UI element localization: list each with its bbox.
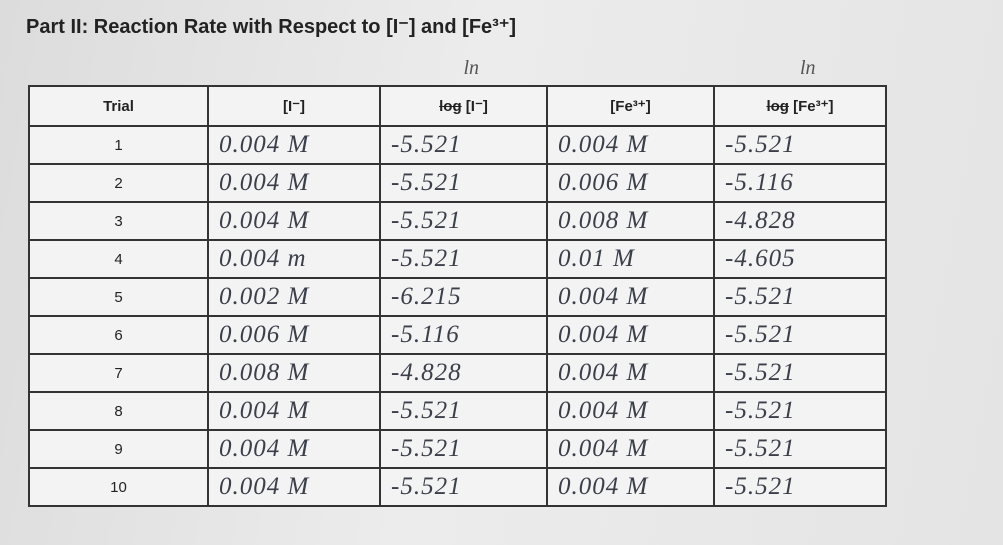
handwritten-note: ln bbox=[800, 57, 816, 79]
table-row: 5 0.002 M -6.215 0.004 M -5.521 bbox=[28, 277, 887, 317]
handwritten-value: -5.116 bbox=[713, 163, 887, 203]
handwritten-value: -5.521 bbox=[713, 277, 887, 317]
table-row: 7 0.008 M -4.828 0.004 M -5.521 bbox=[28, 353, 887, 393]
table-row: 4 0.004 m -5.521 0.01 M -4.605 bbox=[28, 239, 887, 279]
table-row: 1 0.004 M -5.521 0.004 M -5.521 bbox=[28, 125, 887, 165]
handwritten-value: 0.006 M bbox=[207, 315, 381, 355]
table-row: 8 0.004 M -5.521 0.004 M -5.521 bbox=[28, 391, 887, 431]
handwritten-value: 0.002 M bbox=[207, 277, 381, 317]
handwritten-value: 0.004 M bbox=[546, 467, 715, 507]
handwritten-value: -5.521 bbox=[379, 391, 548, 431]
handwritten-value: 0.004 M bbox=[546, 353, 715, 393]
handwritten-value: 0.004 M bbox=[207, 429, 381, 469]
handwritten-value: -5.521 bbox=[379, 163, 548, 203]
handwritten-value: 0.004 M bbox=[546, 391, 715, 431]
table-row: 6 0.006 M -5.116 0.004 M -5.521 bbox=[28, 315, 887, 355]
handwritten-value: -5.521 bbox=[713, 125, 887, 165]
handwritten-value: -5.116 bbox=[379, 315, 548, 355]
handwritten-value: 0.01 M bbox=[546, 239, 715, 279]
handwritten-value: 0.004 M bbox=[207, 391, 381, 431]
trial-number: 10 bbox=[28, 467, 209, 507]
handwritten-value: -5.521 bbox=[713, 315, 887, 355]
struck-text: log bbox=[766, 98, 789, 115]
handwritten-value: -5.521 bbox=[379, 201, 548, 241]
handwritten-value: 0.004 M bbox=[546, 315, 715, 355]
handwritten-value: 0.008 M bbox=[207, 353, 381, 393]
trial-number: 7 bbox=[28, 353, 209, 393]
handwritten-value: -5.521 bbox=[379, 239, 548, 279]
title: Part II: Reaction Rate with Respect to [… bbox=[26, 16, 517, 38]
column-header: [I⁻] bbox=[207, 85, 381, 127]
table-row: 2 0.004 M -5.521 0.006 M -5.116 bbox=[28, 163, 887, 203]
table-row: 10 0.004 M -5.521 0.004 M -5.521 bbox=[28, 467, 887, 507]
header-text: [I⁻] bbox=[465, 98, 488, 115]
trial-number: 4 bbox=[28, 239, 209, 279]
handwritten-value: 0.004 M bbox=[207, 201, 381, 241]
handwritten-value: -5.521 bbox=[379, 429, 548, 469]
handwritten-value: -5.521 bbox=[379, 125, 548, 165]
handwritten-value: -4.605 bbox=[713, 239, 887, 279]
handwritten-value: 0.004 M bbox=[207, 467, 381, 507]
handwritten-value: -5.521 bbox=[379, 467, 548, 507]
table-row: 3 0.004 M -5.521 0.008 M -4.828 bbox=[28, 201, 887, 241]
handwritten-value: -6.215 bbox=[379, 277, 548, 317]
handwritten-note: ln bbox=[463, 57, 480, 79]
handwritten-value: -5.521 bbox=[713, 353, 887, 393]
handwritten-value: -5.521 bbox=[713, 429, 887, 469]
trial-number: 9 bbox=[28, 429, 209, 469]
trial-number: 1 bbox=[28, 125, 209, 165]
trial-number: 3 bbox=[28, 201, 209, 241]
handwritten-value: -5.521 bbox=[713, 467, 887, 507]
header-text: [Fe³⁺] bbox=[793, 98, 834, 115]
handwritten-value: 0.004 M bbox=[207, 163, 381, 203]
trial-number: 6 bbox=[28, 315, 209, 355]
table-row: 9 0.004 M -5.521 0.004 M -5.521 bbox=[28, 429, 887, 469]
trial-number: 2 bbox=[28, 163, 209, 203]
table-body: 1 0.004 M -5.521 0.004 M -5.521 2 0.004 M -5.52… bbox=[28, 125, 887, 507]
handwritten-value: 0.004 M bbox=[546, 125, 715, 165]
header-text: [Fe³⁺] bbox=[610, 98, 651, 115]
header-row: Trial [I⁻] ln log [I⁻] [Fe³⁺] ln log [Fe³⁺] bbox=[28, 57, 887, 127]
column-header: [Fe³⁺] bbox=[546, 85, 715, 127]
handwritten-value: 0.004 M bbox=[207, 125, 381, 165]
column-header: ln log [I⁻] bbox=[379, 57, 548, 127]
handwritten-value: 0.006 M bbox=[546, 163, 715, 203]
handwritten-value: 0.004 M bbox=[546, 429, 715, 469]
handwritten-value: 0.004 M bbox=[546, 277, 715, 317]
header-text: Trial bbox=[103, 97, 134, 115]
handwritten-value: 0.008 M bbox=[546, 201, 715, 241]
struck-text: log bbox=[439, 98, 462, 115]
column-header: ln log [Fe³⁺] bbox=[713, 57, 887, 127]
column-header: Trial bbox=[28, 85, 209, 127]
table-head: Trial [I⁻] ln log [I⁻] [Fe³⁺] ln log [Fe³⁺] bbox=[28, 57, 887, 127]
handwritten-value: -4.828 bbox=[379, 353, 548, 393]
handwritten-value: -5.521 bbox=[713, 391, 887, 431]
trial-number: 5 bbox=[28, 277, 209, 317]
handwritten-value: -4.828 bbox=[713, 201, 887, 241]
handwritten-value: 0.004 m bbox=[207, 239, 381, 279]
header-text: [I⁻] bbox=[282, 98, 306, 115]
trial-number: 8 bbox=[28, 391, 209, 431]
